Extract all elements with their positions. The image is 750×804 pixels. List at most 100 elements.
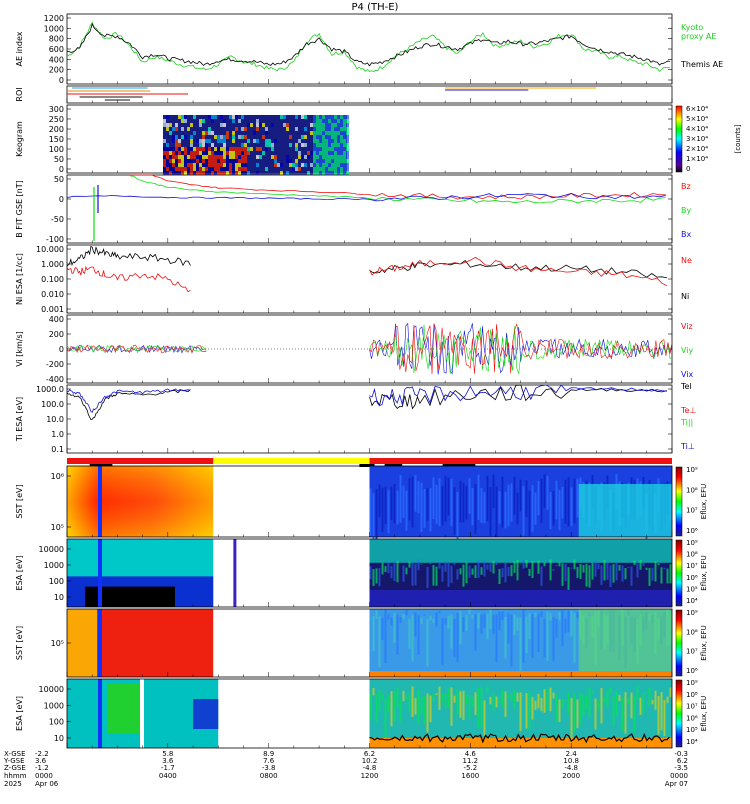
keogram-pixel	[328, 151, 331, 155]
esa_e-pixel	[664, 568, 666, 569]
keogram-pixel	[328, 143, 331, 147]
keogram-pixel	[313, 171, 316, 175]
esa_e-pixel	[415, 564, 417, 586]
keogram-pixel	[223, 159, 226, 163]
keogram-pixel	[184, 131, 187, 135]
keogram-pixel	[229, 139, 232, 143]
keogram-pixel	[328, 147, 331, 151]
keogram-pixel	[232, 115, 235, 119]
ae-legend-themis: Themis AE	[680, 60, 723, 69]
keogram-pixel	[331, 127, 334, 131]
esa_i-pixel	[424, 696, 426, 724]
keogram-pixel	[325, 163, 328, 167]
keogram-pixel	[343, 155, 346, 159]
keogram-pixel	[277, 135, 280, 139]
keogram-pixel	[292, 123, 295, 127]
keogram-pixel	[247, 171, 250, 175]
keogram-pixel	[205, 167, 208, 171]
keogram-pixel	[235, 115, 238, 119]
keogram-pixel	[283, 171, 286, 175]
keogram-pixel	[214, 163, 217, 167]
keogram-pixel	[184, 159, 187, 163]
keogram-pixel	[343, 135, 346, 139]
keogram-cbar-tick: 4×10⁴	[686, 125, 708, 133]
esa_i-tick-label: 10	[54, 734, 64, 743]
keogram-pixel	[283, 163, 286, 167]
keogram-pixel	[334, 159, 337, 163]
keogram-pixel	[205, 163, 208, 167]
esa_e-pixel	[640, 560, 642, 570]
keogram-pixel	[235, 155, 238, 159]
keogram-pixel	[196, 167, 199, 171]
keogram-pixel	[226, 127, 229, 131]
keogram-pixel	[298, 135, 301, 139]
esa_i-pixel	[601, 688, 603, 724]
keogram-pixel	[262, 159, 265, 163]
esa_i-ylabel: ESA [eV]	[15, 696, 24, 731]
sst_i-pixel	[388, 614, 390, 619]
keogram-pixel	[187, 119, 190, 123]
velocity-legend-1: Viy	[681, 346, 694, 355]
sst_i-pixel	[463, 617, 465, 632]
keogram-pixel	[199, 167, 202, 171]
keogram-pixel	[214, 139, 217, 143]
keogram-pixel	[304, 143, 307, 147]
ae-tick-label: 1200	[44, 14, 64, 23]
keogram-pixel	[232, 119, 235, 123]
keogram-pixel	[202, 127, 205, 131]
velocity-tick-label: 0	[59, 345, 64, 354]
keogram-pixel	[205, 115, 208, 119]
keogram-pixel	[280, 171, 283, 175]
keogram-pixel	[268, 159, 271, 163]
keogram-pixel	[172, 143, 175, 147]
keogram-pixel	[340, 135, 343, 139]
keogram-pixel	[325, 171, 328, 175]
esa_i-pixel	[634, 696, 636, 733]
esa_e-pixel	[556, 565, 558, 566]
keogram-pixel	[334, 143, 337, 147]
keogram-pixel	[244, 163, 247, 167]
keogram-pixel	[220, 151, 223, 155]
esa_e-pixel	[592, 563, 594, 580]
sst_i-pixel	[436, 612, 438, 626]
esa_e-pixel	[652, 568, 654, 581]
keogram-pixel	[223, 123, 226, 127]
sst_i-pixel	[472, 615, 474, 619]
keogram-pixel	[163, 167, 166, 171]
sst_i-pixel	[523, 609, 525, 662]
keogram-pixel	[220, 135, 223, 139]
esa_e-pixel	[454, 563, 456, 565]
density-ylabel: Ni ESA [1/cc]	[15, 253, 24, 305]
keogram-pixel	[193, 115, 196, 119]
keogram-pixel	[166, 155, 169, 159]
keogram-pixel	[202, 143, 205, 147]
esa_e-pixel	[499, 569, 501, 584]
keogram-pixel	[334, 155, 337, 159]
keogram-pixel	[280, 131, 283, 135]
sst_e-tick-label: 10⁵	[51, 523, 64, 532]
keogram-pixel	[253, 131, 256, 135]
keogram-pixel	[340, 151, 343, 155]
keogram-pixel	[298, 119, 301, 123]
temp-legend-1: Te⊥	[680, 406, 696, 415]
keogram-pixel	[199, 115, 202, 119]
keogram-pixel	[280, 147, 283, 151]
ae-legend-proxy: proxy AE	[681, 32, 716, 41]
keogram-pixel	[340, 139, 343, 143]
keogram-pixel	[190, 115, 193, 119]
keogram-pixel	[292, 171, 295, 175]
keogram-tick-label: 100	[49, 145, 64, 154]
keogram-pixel	[196, 119, 199, 123]
sst_i-pixel	[571, 611, 573, 637]
esa_e-pixel	[622, 565, 624, 581]
keogram-pixel	[229, 127, 232, 131]
sst_e-pixel	[460, 481, 462, 522]
esa_i-pixel	[460, 691, 462, 717]
ae-tick-label: 800	[49, 35, 64, 44]
esa_e-pixel	[601, 565, 603, 584]
keogram-pixel	[241, 119, 244, 123]
temp-legend-3: Ti⊥	[680, 442, 695, 451]
keogram-pixel	[283, 147, 286, 151]
keogram-pixel	[337, 143, 340, 147]
sst_i-pixel	[532, 614, 534, 658]
